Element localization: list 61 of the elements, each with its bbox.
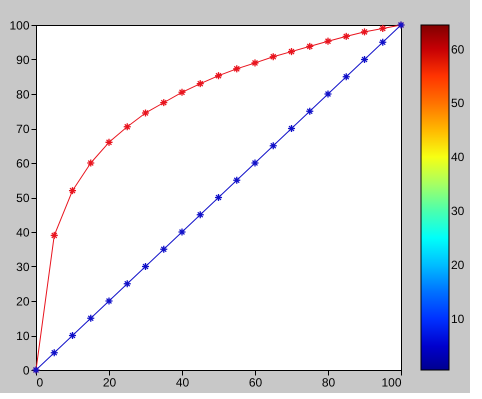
point: [232, 64, 241, 73]
x-tick-label: 60: [248, 376, 262, 390]
point: [306, 42, 314, 51]
point: [342, 72, 350, 81]
point: [269, 52, 278, 61]
x-tick-label: 40: [176, 376, 190, 390]
y-tick-label: 100: [9, 18, 30, 32]
point: [342, 32, 350, 41]
y-tick-label: 30: [16, 260, 30, 274]
point: [141, 108, 150, 118]
point: [250, 58, 260, 68]
y-tick-label: 90: [16, 53, 30, 67]
point: [287, 47, 296, 56]
color-bar-label: 40: [451, 150, 465, 164]
color-bar-label: 10: [451, 312, 465, 326]
y-tick-label: 70: [16, 122, 30, 136]
point: [196, 79, 204, 88]
point: [306, 107, 314, 116]
point: [378, 24, 387, 33]
point: [68, 186, 77, 195]
point: [104, 296, 114, 306]
point: [287, 124, 296, 133]
point: [123, 280, 132, 288]
y-tick-label: 60: [16, 156, 30, 170]
point: [160, 245, 168, 254]
point: [68, 331, 77, 340]
point: [104, 138, 114, 146]
color-bar-label: 50: [451, 96, 465, 110]
point: [178, 228, 186, 236]
point: [178, 88, 186, 96]
x-tick-label: 80: [322, 376, 336, 390]
point: [360, 28, 369, 36]
point: [214, 193, 223, 202]
x-tick-label: 0: [36, 376, 44, 390]
point: [123, 122, 132, 131]
x-tick-label: 20: [102, 376, 116, 390]
y-tick-label: 40: [16, 226, 30, 240]
point: [232, 176, 241, 184]
point: [160, 98, 168, 107]
point: [324, 37, 332, 46]
point: [360, 55, 369, 64]
y-tick-label: 80: [16, 88, 30, 102]
y-tick-label: 10: [16, 329, 30, 343]
point: [141, 262, 150, 271]
x-tick-label: 100: [381, 376, 402, 390]
point: [50, 348, 58, 357]
point: [86, 314, 95, 322]
y-tick-label: 20: [16, 294, 30, 308]
point: [50, 231, 58, 240]
point: [196, 210, 204, 219]
point: [378, 38, 387, 46]
y-tick-label: 0: [22, 364, 30, 378]
color-bar-label: 60: [451, 42, 465, 56]
point: [324, 90, 332, 98]
point: [214, 72, 223, 80]
point: [250, 158, 260, 168]
color-bar-label: 20: [451, 258, 465, 272]
y-tick-label: 50: [16, 191, 30, 205]
point: [269, 142, 278, 150]
point: [86, 158, 95, 168]
color-bar-label: 30: [451, 204, 465, 218]
